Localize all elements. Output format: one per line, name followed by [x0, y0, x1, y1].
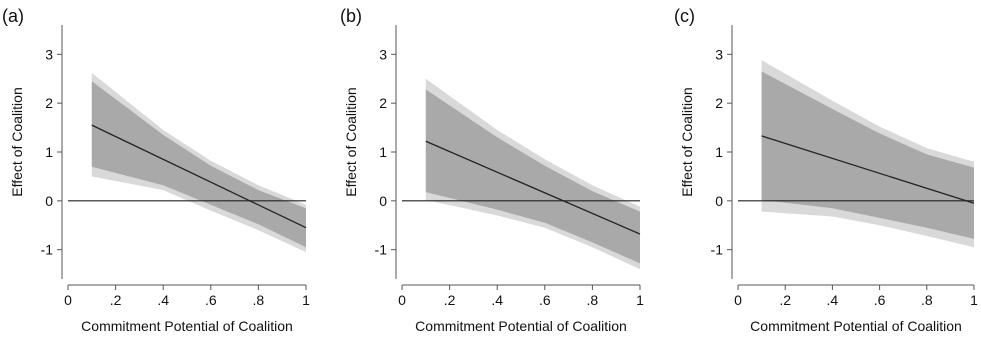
x-tick-label: 0	[734, 292, 742, 308]
y-tick-label: 2	[715, 95, 723, 111]
x-tick-label: 0	[64, 292, 72, 308]
effect-line	[425, 140, 641, 235]
x-tick-label: .4	[491, 292, 503, 308]
y-tick-label: 0	[379, 193, 387, 209]
x-tick-label: .6	[874, 292, 886, 308]
y-tick-label: -1	[41, 242, 54, 258]
confidence-band-inner	[91, 81, 306, 248]
y-tick-label: 2	[45, 95, 53, 111]
x-tick-label: .6	[539, 292, 551, 308]
y-axis-title: Effect of Coalition	[9, 87, 25, 196]
chart-panel: -1 0 1 2 3 0 .2 .4 .6 .8 1 Commitment Potential of …	[674, 6, 978, 334]
x-tick-label: .8	[253, 292, 265, 308]
effect-line	[761, 135, 975, 204]
panel-label: (c)	[674, 6, 695, 26]
x-tick-label: .6	[205, 292, 217, 308]
chart-panel: -1 0 1 2 3 0 .2 .4 .6 .8 1 Commitment Potential of …	[2, 6, 310, 334]
x-tick-label: 0	[398, 292, 406, 308]
x-tick-label: .2	[779, 292, 791, 308]
x-tick-label: 1	[636, 292, 644, 308]
y-tick-label: 3	[379, 46, 387, 62]
x-tick-label: .8	[587, 292, 599, 308]
y-axis-title: Effect of Coalition	[679, 87, 695, 196]
x-tick-label: .2	[444, 292, 456, 308]
chart-panel: -1 0 1 2 3 0 .2 .4 .6 .8 1 Commitment Potential of …	[340, 6, 644, 334]
x-axis-title: Commitment Potential of Coalition	[750, 318, 962, 334]
y-tick-label: 1	[715, 144, 723, 160]
y-tick-label: 0	[45, 193, 53, 209]
panel-label: (a)	[2, 6, 24, 26]
y-axis-title: Effect of Coalition	[343, 87, 359, 196]
y-tick-label: -1	[375, 242, 388, 258]
panel-label: (b)	[340, 6, 362, 26]
x-tick-label: .8	[921, 292, 933, 308]
x-tick-label: 1	[970, 292, 978, 308]
y-tick-label: 1	[379, 144, 387, 160]
y-tick-label: 3	[715, 46, 723, 62]
x-tick-label: .2	[110, 292, 122, 308]
y-tick-label: 3	[45, 46, 53, 62]
x-tick-label: .4	[827, 292, 839, 308]
y-tick-label: 1	[45, 144, 53, 160]
effect-line	[91, 124, 307, 229]
x-axis-title: Commitment Potential of Coalition	[415, 318, 627, 334]
y-tick-label: 0	[715, 193, 723, 209]
confidence-band-inner	[761, 71, 974, 239]
x-tick-label: .4	[157, 292, 169, 308]
x-tick-label: 1	[302, 292, 310, 308]
y-tick-label: 2	[379, 95, 387, 111]
x-axis-title: Commitment Potential of Coalition	[81, 318, 293, 334]
confidence-band-inner	[425, 89, 640, 264]
y-tick-label: -1	[711, 242, 724, 258]
